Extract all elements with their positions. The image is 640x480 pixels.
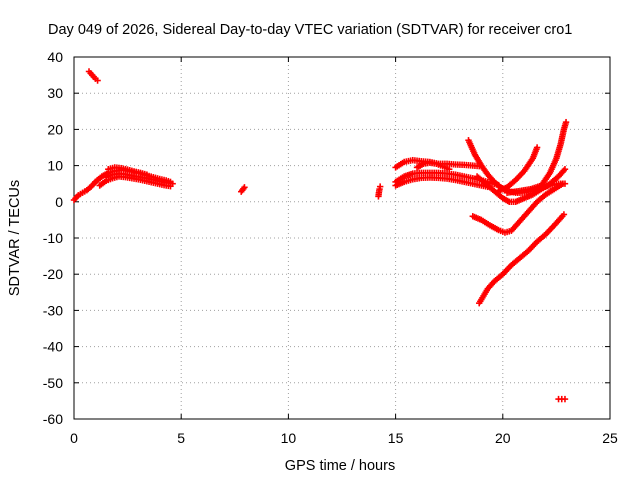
- data-point: [562, 118, 570, 126]
- data-point: [559, 180, 567, 187]
- data-point: [560, 211, 568, 218]
- data-point: [561, 166, 569, 173]
- y-tick-label: -50: [43, 375, 63, 391]
- x-tick-label: 0: [70, 430, 78, 446]
- x-tick-label: 15: [388, 430, 404, 446]
- y-tick-label: 40: [47, 49, 63, 65]
- y-tick-label: -20: [43, 266, 63, 282]
- y-tick-label: -10: [43, 230, 63, 246]
- x-tick-label: 5: [177, 430, 185, 446]
- x-tick-label: 25: [602, 430, 618, 446]
- y-tick-label: 10: [47, 158, 63, 174]
- data-points: [70, 68, 570, 403]
- y-tick-label: 0: [55, 194, 63, 210]
- data-point: [446, 166, 453, 173]
- data-point: [94, 77, 101, 84]
- x-axis-label: GPS time / hours: [285, 458, 395, 474]
- y-tick-label: 30: [47, 85, 63, 101]
- y-tick-label: -40: [43, 339, 63, 355]
- data-point: [561, 395, 569, 403]
- data-point: [169, 180, 176, 187]
- x-tick-label: 20: [495, 430, 511, 446]
- x-tick-label: 10: [281, 430, 297, 446]
- chart-title: Day 049 of 2026, Sidereal Day-to-day VTE…: [48, 22, 572, 38]
- y-tick-label: -60: [43, 411, 63, 427]
- y-tick-label: -30: [43, 302, 63, 318]
- y-axis-label: SDTVAR / TECUs: [7, 180, 23, 296]
- data-point: [533, 144, 541, 151]
- y-tick-label: 20: [47, 121, 63, 137]
- data-point: [376, 183, 384, 190]
- data-point: [241, 184, 248, 191]
- gridlines: [74, 57, 610, 419]
- axes: 0 5 10 15 20 25 -60 -50 -40 -30 -20 -10 0 10 20 30 40: [43, 49, 618, 446]
